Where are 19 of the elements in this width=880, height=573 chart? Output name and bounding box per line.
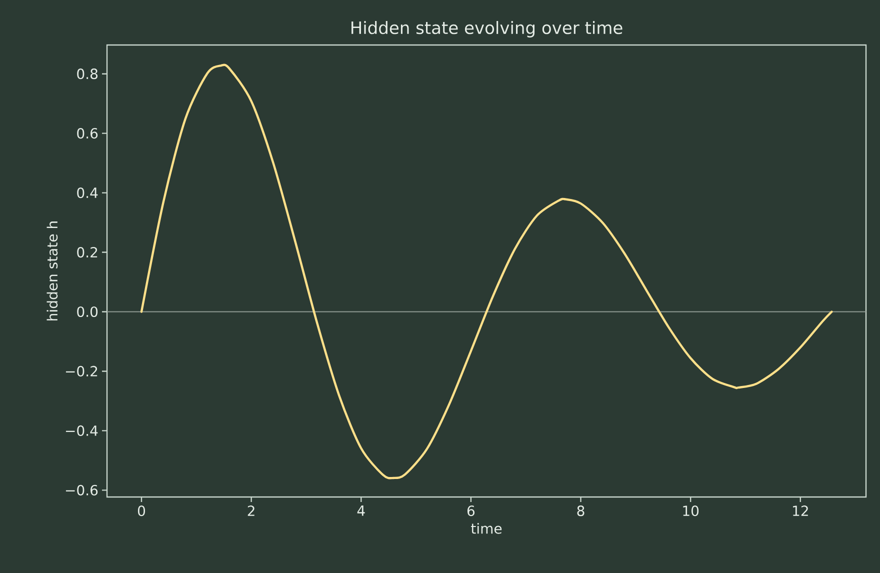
y-tick-label: −0.2 <box>66 366 98 377</box>
line-series <box>140 64 833 480</box>
x-tick-label: 0 <box>138 506 146 516</box>
y-axis-title: hidden state h <box>46 222 58 320</box>
x-tick-label: 12 <box>793 506 808 516</box>
x-tick-label: 10 <box>683 506 699 516</box>
chart-title: Hidden state evolving over time <box>352 21 622 38</box>
y-tick-label: −0.4 <box>66 425 98 436</box>
y-tick-label: −0.6 <box>66 484 98 496</box>
x-tick-label: 4 <box>357 506 365 516</box>
x-tick-label: 8 <box>577 506 584 516</box>
x-axis-title: time <box>471 522 502 534</box>
y-tick-label: 0.6 <box>77 128 98 139</box>
y-tick-label: 0.4 <box>77 187 98 198</box>
y-tick-label: 0.8 <box>77 68 98 80</box>
x-tick-label: 6 <box>467 506 475 516</box>
y-tick-label: 0.0 <box>77 306 98 318</box>
y-tick-label: 0.2 <box>77 246 98 258</box>
x-tick-label: 2 <box>248 506 254 516</box>
